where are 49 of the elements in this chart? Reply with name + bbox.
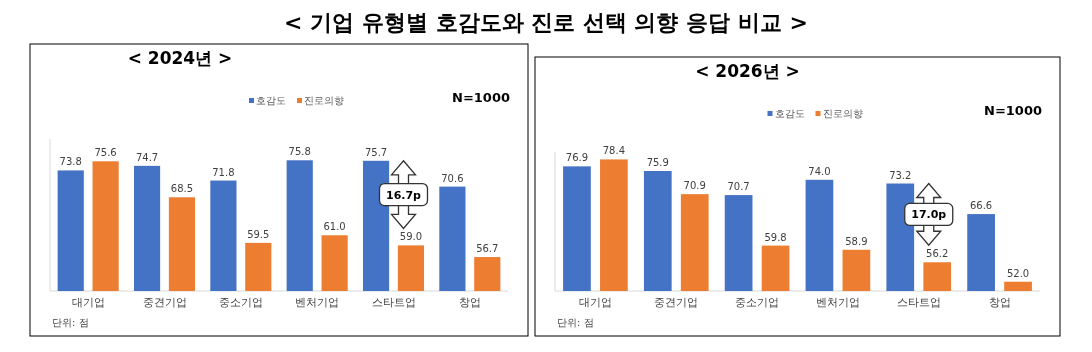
text: N=1000 <box>984 103 1042 118</box>
text: 단위: 점 <box>52 317 89 328</box>
data-label: 75.8 <box>288 146 311 158</box>
x-tick-label: 대기업 <box>71 296 105 309</box>
data-label: 70.9 <box>683 180 706 192</box>
x-tick-label: 창업 <box>988 296 1011 309</box>
data-label: 73.8 <box>59 156 82 168</box>
legend-label: 호감도 <box>256 95 286 106</box>
x-tick-label: 벤처기업 <box>295 296 340 309</box>
data-label: 52.0 <box>1006 267 1030 279</box>
text: N=1000 <box>452 90 510 105</box>
x-tick-label: 창업 <box>458 296 481 309</box>
x-tick-label: 스타트업 <box>371 296 416 309</box>
data-label: 74.7 <box>135 151 159 163</box>
data-label: 74.0 <box>808 165 831 177</box>
x-tick-label: 중견기업 <box>654 296 699 309</box>
data-label: 75.6 <box>94 147 117 159</box>
data-label: 75.9 <box>646 157 669 168</box>
data-label: 56.7 <box>476 243 499 255</box>
data-label: 61.0 <box>323 221 346 233</box>
x-tick-label: 중소기업 <box>735 296 780 309</box>
data-label: 76.9 <box>565 152 589 164</box>
chart-subtitle: < 2026년 > <box>695 61 800 81</box>
x-tick-label: 스타트업 <box>896 296 941 309</box>
x-tick-label: 중소기업 <box>218 296 263 309</box>
data-label: 73.2 <box>889 169 912 181</box>
chart-subtitle: < 2024년 > <box>127 48 233 68</box>
data-label: 78.4 <box>602 145 626 157</box>
data-label: 68.5 <box>170 183 194 195</box>
data-label: 70.7 <box>727 181 750 193</box>
data-label: 59.5 <box>247 228 270 240</box>
data-label: 66.6 <box>969 200 993 212</box>
legend-label: 진로의향 <box>304 95 344 106</box>
chart-title: < 기업 유형별 호감도와 진로 선택 의향 응답 비교 > <box>284 10 808 35</box>
data-label: 58.9 <box>845 235 868 247</box>
annotation: 17.0p <box>911 208 947 222</box>
x-tick-label: 대기업 <box>578 296 612 309</box>
data-label: 71.8 <box>212 166 235 178</box>
data-label: 59.0 <box>399 231 423 243</box>
annotation: 16.7p <box>385 188 422 202</box>
x-tick-label: 중견기업 <box>142 296 187 309</box>
data-label: 75.7 <box>364 146 388 158</box>
data-label: 56.2 <box>926 248 949 260</box>
legend-label: 진로의향 <box>822 108 863 119</box>
x-tick-label: 벤처기업 <box>815 296 860 309</box>
data-label: 70.6 <box>441 172 464 184</box>
text: 단위: 점 <box>557 317 594 328</box>
legend-label: 호감도 <box>774 108 805 119</box>
data-label: 59.8 <box>764 231 787 243</box>
